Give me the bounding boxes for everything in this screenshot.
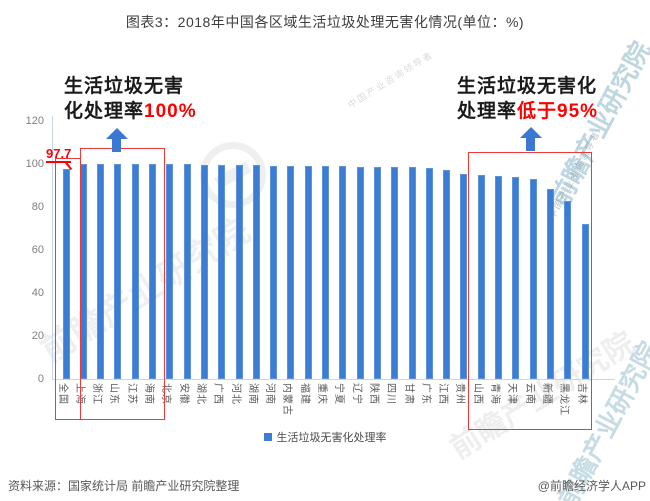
source-note: 资料来源：国家统计局 前瞻产业研究院整理 xyxy=(8,479,240,493)
bar-天津 xyxy=(512,176,520,379)
highlight-box-below-95 xyxy=(468,152,592,430)
x-tick-label-辽宁: 辽宁 xyxy=(350,383,362,405)
legend-label: 生活垃圾无害化处理率 xyxy=(276,432,387,444)
highlight-box-national xyxy=(55,158,81,420)
bar-河北 xyxy=(235,165,243,379)
x-tick-label-安徽: 安徽 xyxy=(177,383,189,405)
y-tick-label-100: 100 xyxy=(25,158,44,170)
y-tick-label-40: 40 xyxy=(31,287,44,299)
watermark-tagline-2: 中国产业咨询领导者 xyxy=(346,49,436,111)
x-tick-label-福建: 福建 xyxy=(298,383,310,405)
bar-湖北 xyxy=(200,164,208,379)
bar-湖南 xyxy=(252,165,260,379)
annotation-100-line1: 生活垃圾无害 xyxy=(64,76,185,97)
up-arrow-stem-right xyxy=(526,137,535,151)
bar-青海 xyxy=(495,175,502,379)
bar-吉林 xyxy=(581,224,589,379)
bar-江苏 xyxy=(131,164,139,379)
bar-江西 xyxy=(443,169,451,379)
bar-上海 xyxy=(79,164,87,379)
up-arrow-stem-left xyxy=(112,138,121,152)
bar-四川 xyxy=(391,167,399,379)
bar-陕西 xyxy=(373,166,381,379)
bar-广东 xyxy=(425,168,433,379)
x-tick-label-河南: 河南 xyxy=(264,383,276,405)
annotation-below-95-red-text: 低于95% xyxy=(517,101,599,122)
x-tick-label-重庆: 重庆 xyxy=(316,383,327,405)
annotation-below-95: 生活垃圾无害化 处理率低于95% xyxy=(457,74,598,124)
bar-浙江 xyxy=(97,164,105,379)
x-tick-label-湖北: 湖北 xyxy=(194,383,206,405)
highlight-box-100-percent xyxy=(80,148,165,420)
x-tick-label-陕西: 陕西 xyxy=(367,383,379,405)
chart-title: 图表3：2018年中国各区域生活垃圾处理无害化情况(单位：%) xyxy=(125,14,525,30)
annotation-100-red-text: 100% xyxy=(144,101,197,122)
legend: 生活垃圾无害化处理率 xyxy=(0,429,650,445)
bar-海南 xyxy=(149,164,156,379)
x-tick-label-四川: 四川 xyxy=(385,383,397,405)
annotation-below-95-line1: 生活垃圾无害化 xyxy=(457,76,598,97)
y-tick-label-80: 80 xyxy=(31,201,44,213)
y-tick-label-60: 60 xyxy=(31,244,44,256)
x-axis-line xyxy=(52,379,615,380)
x-tick-label-湖南: 湖南 xyxy=(246,383,258,405)
annotation-100-line2: 化处理率100% xyxy=(64,101,197,122)
up-arrow-icon-left xyxy=(106,128,128,139)
x-tick-label-宁夏: 宁夏 xyxy=(333,383,345,405)
national-value-label: 97.7 xyxy=(46,146,72,163)
bar-全国 xyxy=(62,168,70,379)
x-tick-label-江西: 江西 xyxy=(437,383,449,405)
bar-山东 xyxy=(114,164,122,379)
credit-note: @前瞻经济学人APP xyxy=(537,479,646,493)
legend-marker-icon xyxy=(263,433,272,441)
bar-内蒙古 xyxy=(287,165,295,379)
x-tick-label-河北: 河北 xyxy=(229,383,241,405)
y-axis-line xyxy=(52,116,53,379)
bar-贵州 xyxy=(460,174,468,379)
bar-黑龙江 xyxy=(564,200,572,379)
x-tick-label-广西: 广西 xyxy=(212,383,224,405)
annotation-100-percent: 生活垃圾无害 化处理率100% xyxy=(64,74,197,124)
x-tick-label-广东: 广东 xyxy=(419,383,431,405)
y-tick-label-20: 20 xyxy=(31,330,44,342)
x-tick-label-内蒙古: 内蒙古 xyxy=(281,383,293,416)
y-tick-label-0: 0 xyxy=(37,373,44,385)
bar-安徽 xyxy=(183,164,191,379)
bar-辽宁 xyxy=(356,166,364,379)
y-tick-label-120: 120 xyxy=(25,115,44,127)
bar-重庆 xyxy=(322,166,329,379)
bar-甘肃 xyxy=(408,167,416,379)
bar-宁夏 xyxy=(339,166,347,379)
bar-广西 xyxy=(218,164,226,379)
x-tick-label-甘肃: 甘肃 xyxy=(402,383,414,405)
up-arrow-icon-right xyxy=(520,127,542,138)
bar-北京 xyxy=(166,164,174,379)
bar-云南 xyxy=(529,179,537,379)
bar-新疆 xyxy=(546,188,554,379)
annotation-below-95-line2: 处理率低于95% xyxy=(457,101,599,122)
bar-河南 xyxy=(270,165,278,379)
bar-山西 xyxy=(477,175,485,379)
bar-福建 xyxy=(304,165,312,379)
